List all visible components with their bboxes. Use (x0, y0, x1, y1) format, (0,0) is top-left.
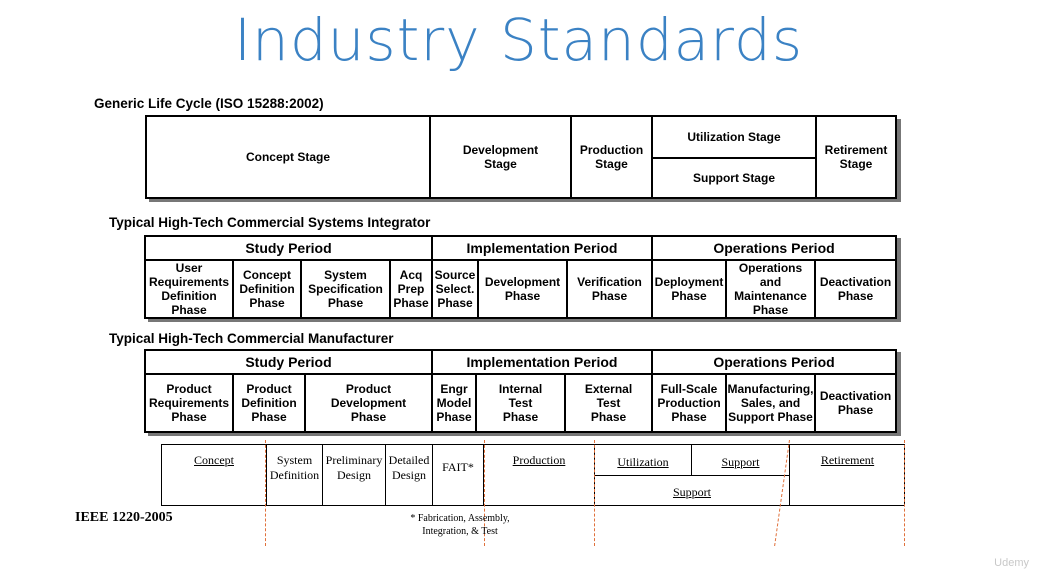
concept-stage: Concept Stage (245, 150, 330, 164)
manufacturer-phase: Product Definition Phase (241, 382, 297, 424)
ieee-diagram: Concept System Definition Preliminary De… (161, 444, 905, 506)
ieee-detailed-design: Detailed Design (388, 453, 430, 482)
ieee-label: IEEE 1220-2005 (75, 510, 173, 525)
iso-label: Generic Life Cycle (ISO 15288:2002) (94, 96, 324, 111)
integrator-phase: Verification Phase (577, 275, 642, 303)
manufacturer-phase: Full-Scale Production Phase (657, 382, 721, 424)
manufacturer-phase: Internal Test Phase (498, 382, 543, 424)
integrator-phase: Acq Prep Phase (393, 268, 429, 310)
ieee-fait: FAIT* (442, 460, 474, 474)
manufacturer-phase: Deactivation Phase (819, 389, 892, 417)
integrator-phase: Source Select. Phase (434, 268, 476, 310)
alignment-dash (265, 440, 266, 546)
integrator-phase: Operations and Maintenance Phase (734, 261, 807, 317)
integrator-diagram: Study Period Implementation Period Opera… (144, 235, 897, 319)
ieee-retirement: Retirement (820, 453, 875, 467)
manufacturer-phase: Product Development Phase (330, 382, 407, 424)
manufacturer-implementation-period: Implementation Period (466, 354, 618, 370)
ieee-support-bottom: Support (672, 485, 711, 499)
integrator-study-period: Study Period (245, 240, 332, 256)
manufacturer-label: Typical High-Tech Commercial Manufacture… (109, 331, 394, 346)
ieee-production: Production (512, 453, 566, 467)
retirement-stage: Retirement Stage (824, 143, 888, 171)
integrator-operations-period: Operations Period (713, 240, 835, 256)
integrator-implementation-period: Implementation Period (466, 240, 618, 256)
page-title: Industry Standards (233, 6, 804, 74)
development-stage: Development Stage (462, 143, 539, 171)
ieee-system-definition: System Definition (269, 453, 320, 482)
alignment-dash (904, 440, 905, 546)
ieee-concept: Concept (194, 453, 234, 467)
manufacturer-phase: Engr Model Phase (436, 382, 472, 424)
integrator-phase: System Specification Phase (308, 268, 383, 310)
manufacturer-operations-period: Operations Period (713, 354, 835, 370)
utilization-stage: Utilization Stage (687, 130, 781, 144)
integrator-phase: User Requirements Definition Phase (148, 261, 230, 317)
support-stage: Support Stage (692, 171, 775, 185)
ieee-support-top: Support (721, 455, 760, 469)
integrator-phase: Deactivation Phase (819, 275, 892, 303)
integrator-phase: Deployment Phase (654, 275, 724, 303)
production-stage: Production Stage (579, 143, 644, 171)
integrator-label: Typical High-Tech Commercial Systems Int… (109, 215, 431, 230)
fait-footnote: * Fabrication, Assembly, Integration, & … (410, 513, 510, 537)
ieee-utilization: Utilization (617, 455, 669, 469)
integrator-phase: Development Phase (484, 275, 561, 303)
integrator-phase: Concept Definition Phase (239, 268, 295, 310)
ieee-preliminary-design: Preliminary Design (325, 453, 383, 482)
iso-diagram: Concept Stage Development Stage Producti… (145, 115, 897, 199)
manufacturer-study-period: Study Period (245, 354, 332, 370)
manufacturer-phase: Manufacturing, Sales, and Support Phase (727, 382, 814, 424)
manufacturer-phase: Product Requirements Phase (148, 382, 230, 424)
alignment-dash (594, 440, 595, 546)
manufacturer-diagram: Study Period Implementation Period Opera… (144, 349, 897, 433)
watermark: Udemy (994, 557, 1029, 569)
manufacturer-phase: External Test Phase (584, 382, 633, 424)
alignment-dash (484, 440, 485, 546)
